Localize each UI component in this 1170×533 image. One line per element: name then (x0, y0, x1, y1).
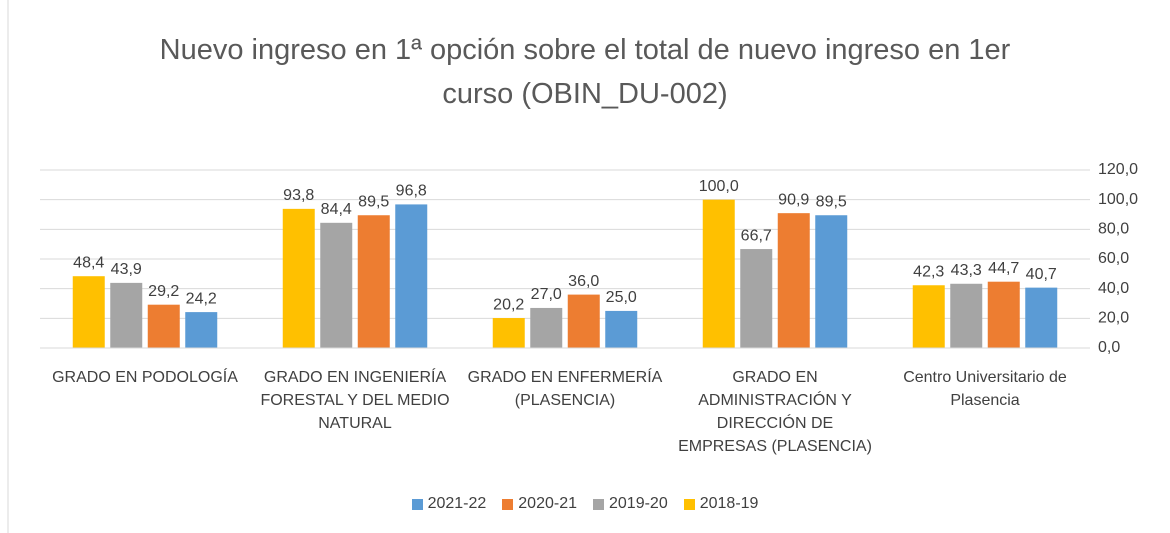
bar (185, 312, 218, 348)
y-tick-label: 60,0 (1098, 250, 1129, 267)
legend-swatch (502, 498, 514, 510)
bar (1025, 287, 1058, 348)
x-tick-label: Centro Universitario de Plasencia (903, 369, 1067, 409)
legend-item: 2021-22 (411, 495, 487, 513)
bar (72, 276, 105, 348)
data-label: 42,3 (913, 263, 944, 280)
bar (777, 213, 810, 348)
bar (567, 294, 600, 348)
bar (530, 307, 563, 348)
legend-label: 2020-21 (518, 495, 577, 512)
data-label: 89,5 (358, 193, 389, 210)
x-tick-label: GRADO EN ENFERMERÍA (PLASENCIA) (467, 369, 663, 409)
y-tick-label: 40,0 (1098, 280, 1129, 297)
data-label: 44,7 (988, 260, 1019, 277)
data-label: 40,7 (1026, 266, 1057, 283)
legend: 2021-22 2020-21 2019-20 2018-19 (0, 495, 1170, 513)
bar (912, 285, 945, 348)
legend-label: 2021-22 (427, 495, 487, 512)
data-label: 27,0 (531, 286, 562, 303)
y-tick-label: 120,0 (1098, 161, 1138, 178)
chart-title: Nuevo ingreso en 1ª opción sobre el tota… (159, 34, 1011, 110)
legend-label: 2019-20 (609, 495, 668, 512)
bar (987, 281, 1020, 348)
bar (492, 318, 525, 348)
bar (702, 199, 735, 348)
y-tick-label: 100,0 (1098, 191, 1138, 208)
x-tick-label: GRADO EN PODOLOGÍA (52, 369, 238, 386)
bar (357, 215, 390, 348)
data-label: 93,8 (283, 187, 314, 204)
data-label: 100,0 (699, 178, 739, 195)
bar (950, 283, 983, 348)
bar (282, 208, 315, 348)
legend-item: 2019-20 (593, 495, 668, 513)
data-label: 36,0 (568, 273, 599, 290)
data-label: 84,4 (321, 201, 352, 218)
y-tick-label: 20,0 (1098, 310, 1129, 327)
data-label: 29,2 (148, 283, 179, 300)
bar (147, 304, 180, 348)
bar (605, 310, 638, 348)
x-tick-label: GRADO EN INGENIERÍA FORESTAL Y DEL MEDIO… (260, 369, 450, 432)
bar (320, 222, 353, 348)
data-label: 25,0 (606, 289, 637, 306)
bar (110, 282, 143, 348)
legend-swatch (593, 498, 604, 510)
data-label: 20,2 (493, 296, 524, 313)
data-label: 43,3 (951, 262, 982, 279)
bar (740, 249, 773, 348)
data-label: 66,7 (741, 227, 772, 244)
data-label: 48,4 (73, 254, 104, 271)
y-tick-label: 0,0 (1098, 339, 1120, 356)
data-label: 96,8 (396, 183, 427, 200)
data-label: 89,5 (816, 193, 847, 210)
bar (815, 215, 848, 348)
data-label: 43,9 (111, 261, 142, 278)
legend-item: 2020-21 (502, 495, 577, 513)
legend-item: 2018-19 (683, 495, 759, 513)
legend-swatch (411, 498, 423, 510)
data-label: 90,9 (778, 191, 809, 208)
bar (395, 204, 428, 348)
data-label: 24,2 (186, 290, 217, 307)
legend-label: 2018-19 (699, 495, 759, 512)
x-tick-label: GRADO EN ADMINISTRACIÓN Y DIRECCIÓN DE E… (678, 369, 872, 455)
legend-swatch (683, 498, 695, 510)
y-tick-label: 80,0 (1098, 221, 1129, 238)
